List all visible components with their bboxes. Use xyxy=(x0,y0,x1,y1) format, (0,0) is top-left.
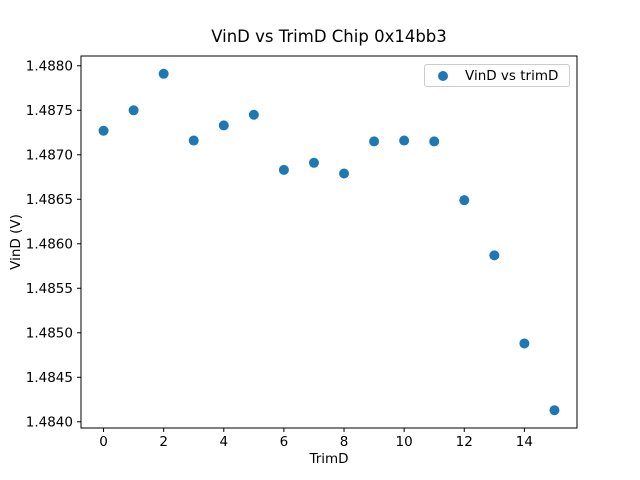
data-point xyxy=(128,105,139,116)
x-tick-label: 2 xyxy=(159,434,168,450)
data-point xyxy=(188,135,199,146)
data-point xyxy=(339,168,350,179)
y-tick-label: 1.4865 xyxy=(26,192,73,208)
data-point xyxy=(459,195,470,206)
x-tick-label: 8 xyxy=(340,434,349,450)
legend-marker-icon xyxy=(438,70,448,81)
data-point xyxy=(399,135,410,146)
y-tick-label: 1.4840 xyxy=(26,414,73,430)
data-point xyxy=(158,68,169,79)
y-tick-label: 1.4870 xyxy=(26,147,73,163)
legend-label: VinD vs trimD xyxy=(465,67,559,84)
data-point xyxy=(489,250,500,261)
x-tick-label: 10 xyxy=(396,434,413,450)
data-point xyxy=(369,136,380,147)
data-point xyxy=(429,136,440,147)
x-tick-label: 4 xyxy=(219,434,228,450)
data-point xyxy=(248,109,259,120)
y-tick-label: 1.4845 xyxy=(26,370,73,386)
data-point xyxy=(218,120,229,131)
x-axis-label: TrimD xyxy=(309,451,349,467)
legend: VinD vs trimD xyxy=(424,64,570,87)
y-tick-label: 1.4875 xyxy=(26,103,73,119)
data-point xyxy=(278,164,289,175)
y-tick-label: 1.4860 xyxy=(26,236,73,252)
data-point xyxy=(519,338,530,349)
y-tick-label: 1.4855 xyxy=(26,281,73,297)
x-tick-label: 6 xyxy=(280,434,289,450)
y-tick-label: 1.4880 xyxy=(26,58,73,74)
x-tick-label: 0 xyxy=(99,434,108,450)
x-tick-label: 14 xyxy=(516,434,533,450)
y-axis-label: VinD (V) xyxy=(8,214,24,270)
plot-border xyxy=(80,55,578,429)
x-tick-label: 12 xyxy=(456,434,473,450)
chart-title: VinD vs TrimD Chip 0x14bb3 xyxy=(211,27,447,46)
y-tick-label: 1.4850 xyxy=(26,325,73,341)
data-point xyxy=(549,405,560,416)
data-point xyxy=(98,125,109,136)
data-point xyxy=(308,157,319,168)
